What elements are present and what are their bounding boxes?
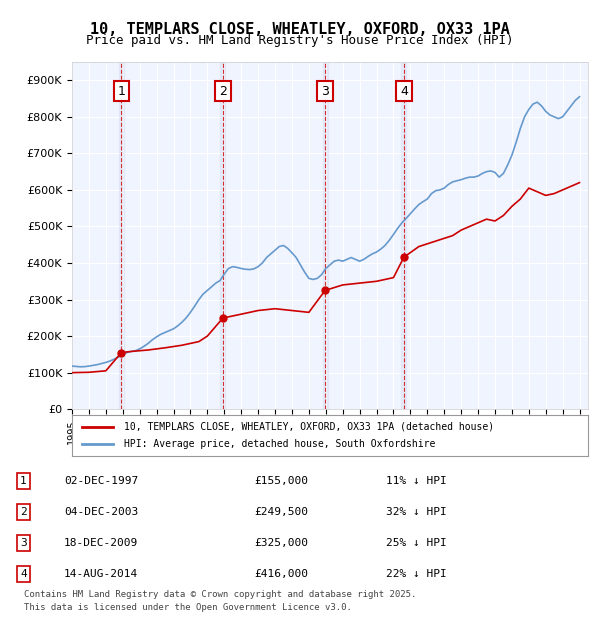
Text: 2: 2	[219, 85, 227, 98]
Text: £249,500: £249,500	[254, 507, 308, 517]
Text: 3: 3	[321, 85, 329, 98]
Bar	[119, 62, 124, 409]
Text: £325,000: £325,000	[254, 538, 308, 548]
Text: This data is licensed under the Open Government Licence v3.0.: This data is licensed under the Open Gov…	[24, 603, 352, 612]
Text: Price paid vs. HM Land Registry's House Price Index (HPI): Price paid vs. HM Land Registry's House …	[86, 34, 514, 47]
Text: 22% ↓ HPI: 22% ↓ HPI	[386, 569, 447, 579]
Text: 3: 3	[20, 538, 27, 548]
Text: 4: 4	[20, 569, 27, 579]
Bar	[323, 62, 328, 409]
Text: 02-DEC-1997: 02-DEC-1997	[64, 476, 138, 486]
Text: 1: 1	[20, 476, 27, 486]
Text: 32% ↓ HPI: 32% ↓ HPI	[386, 507, 447, 517]
Text: 18-DEC-2009: 18-DEC-2009	[64, 538, 138, 548]
Text: 1: 1	[118, 85, 125, 98]
Text: 2: 2	[20, 507, 27, 517]
Text: 11% ↓ HPI: 11% ↓ HPI	[386, 476, 447, 486]
Text: 04-DEC-2003: 04-DEC-2003	[64, 507, 138, 517]
Text: £155,000: £155,000	[254, 476, 308, 486]
Text: Contains HM Land Registry data © Crown copyright and database right 2025.: Contains HM Land Registry data © Crown c…	[24, 590, 416, 600]
Text: £416,000: £416,000	[254, 569, 308, 579]
Text: 10, TEMPLARS CLOSE, WHEATLEY, OXFORD, OX33 1PA: 10, TEMPLARS CLOSE, WHEATLEY, OXFORD, OX…	[90, 22, 510, 37]
Text: 25% ↓ HPI: 25% ↓ HPI	[386, 538, 447, 548]
Bar	[401, 62, 406, 409]
Text: 10, TEMPLARS CLOSE, WHEATLEY, OXFORD, OX33 1PA (detached house): 10, TEMPLARS CLOSE, WHEATLEY, OXFORD, OX…	[124, 422, 494, 432]
Text: HPI: Average price, detached house, South Oxfordshire: HPI: Average price, detached house, Sout…	[124, 440, 435, 450]
Text: 4: 4	[400, 85, 408, 98]
Text: 14-AUG-2014: 14-AUG-2014	[64, 569, 138, 579]
Bar	[220, 62, 226, 409]
